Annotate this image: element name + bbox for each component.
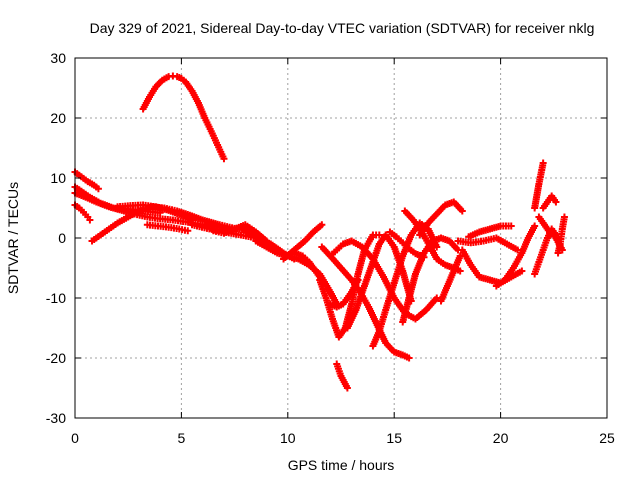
data-point: [184, 227, 192, 235]
chart-title: Day 329 of 2021, Sidereal Day-to-day VTE…: [90, 20, 595, 36]
data-point: [220, 155, 228, 163]
marks-layer: [71, 72, 568, 392]
series-arc-1: [71, 168, 102, 193]
series-arc-14: [290, 249, 326, 284]
data-point: [420, 253, 428, 261]
series-arc-35: [554, 213, 568, 257]
series-arc-26: [437, 252, 464, 305]
y-tick-label: 30: [50, 50, 66, 66]
y-axis-label: SDTVAR / TECUs: [5, 182, 21, 294]
x-tick-label: 15: [386, 430, 402, 446]
series-arc-34: [539, 192, 560, 212]
series-arc-22: [399, 234, 462, 326]
data-point: [94, 185, 102, 193]
data-point: [458, 207, 466, 215]
data-point: [552, 198, 560, 206]
x-tick-label: 10: [280, 430, 296, 446]
series-arc-29: [454, 234, 522, 254]
series-arc-13: [280, 221, 326, 263]
series-arc-7: [143, 221, 192, 235]
data-point: [560, 213, 568, 221]
data-point: [531, 222, 539, 230]
series-arc-30: [492, 222, 539, 290]
y-tick-label: -10: [46, 290, 66, 306]
ticks-layer: 0 5 10 15 20 25 -30 -20 -10 0 10 20 30: [46, 50, 615, 446]
data-point: [318, 221, 326, 229]
series-arc-19: [343, 231, 415, 332]
data-point: [518, 267, 526, 275]
y-tick-label: -20: [46, 350, 66, 366]
y-tick-label: -30: [46, 410, 66, 426]
y-tick-label: 10: [50, 170, 66, 186]
data-point: [405, 354, 413, 362]
series-arc-32: [531, 159, 547, 212]
y-tick-label: 20: [50, 110, 66, 126]
series-arc-24: [416, 198, 466, 239]
y-tick-label: 0: [58, 230, 66, 246]
data-point: [375, 231, 383, 239]
x-tick-label: 0: [71, 430, 79, 446]
data-point: [456, 267, 464, 275]
series-arc-6: [114, 201, 196, 224]
x-tick-label: 20: [493, 430, 509, 446]
data-point: [343, 384, 351, 392]
data-point: [507, 222, 515, 230]
x-tick-label: 25: [599, 430, 615, 446]
x-axis-label: GPS time / hours: [288, 457, 395, 473]
data-point: [354, 276, 362, 284]
data-point: [433, 243, 441, 251]
x-tick-label: 5: [178, 430, 186, 446]
series-arc-20: [333, 360, 351, 392]
series-arc-28: [465, 222, 515, 241]
data-point: [539, 159, 547, 167]
data-point: [86, 216, 94, 224]
series-arc-25: [386, 228, 428, 261]
series-arc-8: [139, 72, 228, 163]
